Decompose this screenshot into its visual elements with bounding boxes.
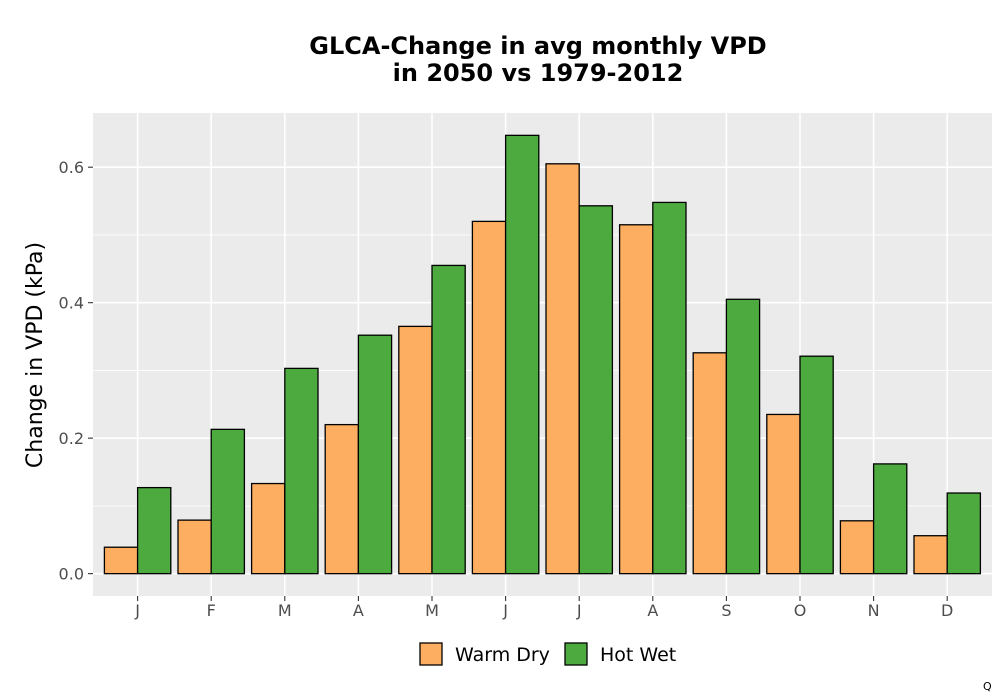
bar-warm-dry bbox=[692, 352, 728, 575]
bar-warm-dry bbox=[766, 413, 801, 575]
x-tick-label: A bbox=[647, 601, 658, 620]
legend: Warm Dry Hot Wet bbox=[419, 642, 676, 666]
x-tick-label: S bbox=[721, 601, 731, 620]
y-tick-label: 0.6 bbox=[59, 158, 84, 177]
x-tick-label: D bbox=[941, 601, 953, 620]
bar-hot-wet bbox=[504, 134, 540, 575]
bar-warm-dry bbox=[839, 520, 875, 575]
bar-warm-dry bbox=[250, 482, 286, 575]
x-tick-label: J bbox=[502, 601, 508, 620]
y-tick-label: 0.2 bbox=[59, 429, 84, 448]
bar-hot-wet bbox=[357, 334, 393, 575]
x-tick-label: M bbox=[278, 601, 292, 620]
bar-hot-wet bbox=[284, 367, 319, 575]
legend-key-warm-dry bbox=[419, 642, 443, 666]
y-axis-ticks: 0.0 0.2 0.4 0.6 bbox=[59, 158, 93, 584]
chart-title-line-1: GLCA-Change in avg monthly VPD bbox=[309, 32, 766, 60]
bar-warm-dry bbox=[103, 546, 139, 575]
bar-hot-wet bbox=[799, 355, 834, 575]
x-tick-label: M bbox=[425, 601, 439, 620]
bar-warm-dry bbox=[177, 519, 212, 575]
x-tick-label: F bbox=[207, 601, 216, 620]
x-tick-label: J bbox=[576, 601, 582, 620]
bar-hot-wet bbox=[872, 463, 908, 575]
bar-hot-wet bbox=[652, 201, 687, 575]
y-axis-label: Change in VPD (kPa) bbox=[23, 242, 48, 468]
chart-title-line-2: in 2050 vs 1979-2012 bbox=[393, 59, 684, 87]
legend-key-hot-wet bbox=[564, 642, 588, 666]
legend-label-warm-dry: Warm Dry bbox=[455, 644, 550, 666]
x-tick-label: N bbox=[868, 601, 880, 620]
y-tick-label: 0.0 bbox=[59, 565, 84, 584]
corner-label: Q bbox=[983, 680, 992, 693]
bar-hot-wet bbox=[946, 492, 982, 575]
legend-label-hot-wet: Hot Wet bbox=[600, 644, 676, 666]
bar-warm-dry bbox=[324, 423, 360, 575]
y-tick-label: 0.4 bbox=[59, 294, 84, 313]
x-tick-label: A bbox=[353, 601, 364, 620]
bar-hot-wet bbox=[725, 298, 761, 575]
bar-warm-dry bbox=[398, 325, 433, 575]
bar-warm-dry bbox=[618, 224, 654, 575]
bar-hot-wet bbox=[136, 486, 172, 575]
bar-warm-dry bbox=[545, 163, 580, 575]
bar-warm-dry bbox=[471, 220, 507, 575]
x-tick-label: O bbox=[794, 601, 807, 620]
bar-hot-wet bbox=[210, 428, 246, 575]
bar-warm-dry bbox=[913, 535, 948, 575]
x-tick-label: J bbox=[134, 601, 140, 620]
bar-hot-wet bbox=[578, 205, 614, 575]
bar-hot-wet bbox=[431, 264, 466, 575]
bars bbox=[103, 134, 982, 575]
